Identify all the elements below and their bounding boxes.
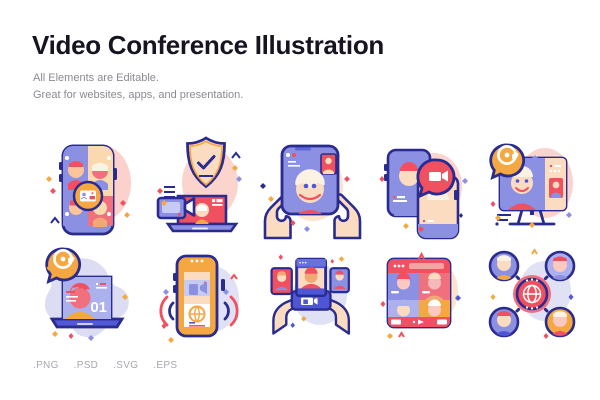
svg-text:01: 01 [90,299,107,316]
